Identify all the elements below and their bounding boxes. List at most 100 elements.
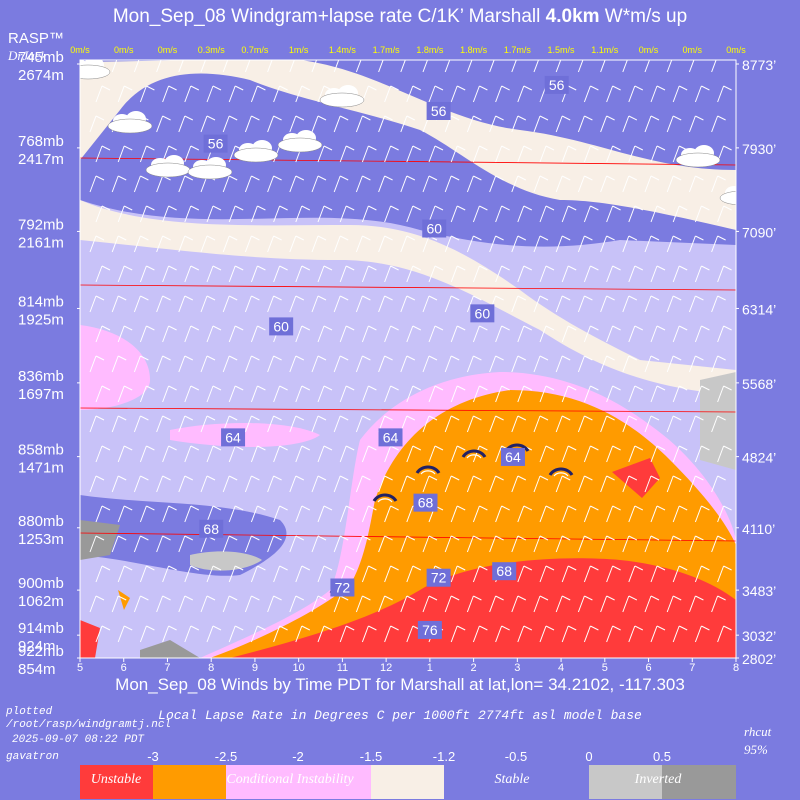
wind-barb (600, 595, 615, 613)
wind-barb (466, 295, 482, 313)
altitude-m-label: 2161m (18, 234, 64, 251)
x-tick-label: 6 (121, 662, 127, 674)
wind-barb (378, 295, 393, 313)
wind-barb (406, 445, 422, 463)
wind-barb (339, 205, 355, 223)
wind-barb (400, 475, 416, 493)
wind-barb (361, 445, 377, 463)
isotherm-label: 60 (273, 318, 289, 334)
wind-barb (450, 205, 466, 223)
wind-barb (489, 595, 504, 613)
wind-barb (672, 505, 688, 523)
legend-tick: -3 (147, 749, 159, 764)
updraft-label: 0m/s (70, 45, 90, 55)
wind-barb (311, 175, 327, 193)
wind-barb (111, 235, 127, 253)
wind-barb (495, 385, 510, 403)
wind-barb (561, 145, 577, 163)
wind-barb (472, 145, 488, 163)
wind-barb (622, 475, 638, 493)
x-tick-label: 1 (427, 662, 433, 674)
right-axis: 8773’ 7930’ 7090’ 6314’ 5568’ 4824’ 4110’ 3483’… (736, 57, 776, 667)
wind-barb (650, 145, 666, 163)
legend-tick: -1.2 (433, 749, 455, 764)
wind-barb (600, 535, 615, 553)
wind-barb (422, 60, 437, 73)
updraft-label: 0m/s (158, 45, 178, 55)
wind-barb (333, 595, 349, 613)
wind-barb (250, 625, 266, 643)
wind-barb (361, 265, 377, 283)
updraft-label: 0m/s (639, 45, 659, 55)
wind-barb (228, 205, 244, 223)
wind-barb (533, 595, 549, 613)
wind-barb (650, 565, 666, 583)
wind-barb (111, 175, 127, 193)
wind-barb (533, 295, 549, 313)
wind-barb (267, 295, 282, 313)
wind-barb (628, 385, 644, 403)
wind-barb (666, 60, 682, 73)
isotherm-label-box (269, 317, 294, 336)
wind-barb (511, 295, 527, 313)
wind-barb (95, 625, 111, 643)
wind-barb (622, 355, 638, 373)
wind-barb (533, 415, 549, 433)
wind-barb (717, 565, 732, 583)
isotherm-label: 68 (203, 521, 219, 537)
wind-barb (561, 265, 577, 283)
wind-barb (228, 85, 244, 103)
wind-barb (600, 415, 615, 433)
wind-barb (444, 535, 460, 553)
updraft-label: 0m/s (683, 45, 703, 55)
thermal-marker-icon (548, 467, 574, 477)
wind-barb (666, 175, 682, 193)
wind-barb (694, 445, 710, 463)
wind-barb (577, 595, 593, 613)
wind-barb (250, 385, 266, 403)
wind-barb (222, 355, 238, 373)
wind-barb (133, 175, 149, 193)
wind-barb (156, 415, 171, 433)
wind-barb (517, 625, 533, 643)
wind-barb (650, 265, 666, 283)
wind-barb (339, 625, 355, 643)
pressure-label: 914mb (18, 620, 64, 637)
wind-barb (650, 505, 666, 523)
wind-barb (333, 115, 349, 133)
wind-barb (450, 505, 466, 523)
wind-barb (489, 535, 504, 553)
wind-barb (206, 445, 222, 463)
wind-barb (273, 625, 288, 643)
wind-barb (206, 325, 222, 343)
wind-barb (89, 175, 105, 193)
wind-barb (428, 385, 444, 403)
subtitle: Local Lapse Rate in Degrees C per 1000ft… (158, 708, 642, 723)
wind-barb (206, 265, 222, 283)
wind-barb (206, 205, 222, 223)
wind-barb (672, 265, 688, 283)
x-axis-caption: Mon_Sep_08 Winds by Time PDT for Marshal… (115, 675, 685, 694)
isotherm-label: 64 (383, 429, 399, 445)
updraft-label: 0.3m/s (198, 45, 226, 55)
wind-barb (561, 385, 577, 403)
wind-barb (511, 475, 527, 493)
updraft-label: 1.1m/s (591, 45, 619, 55)
wind-barb (450, 325, 466, 343)
wind-barb (317, 445, 333, 463)
wind-barb (472, 445, 488, 463)
wind-barb (694, 265, 710, 283)
wind-barb (533, 115, 549, 133)
wind-barb (178, 595, 194, 613)
wind-barb (517, 385, 533, 403)
wind-barb (711, 595, 726, 613)
wind-barb (378, 355, 393, 373)
wind-barb (517, 145, 533, 163)
wind-barb (555, 355, 571, 373)
wind-barb (577, 295, 593, 313)
wind-barb (600, 175, 615, 193)
wind-barb (600, 355, 615, 373)
x-tick-label: 7 (164, 662, 170, 674)
isotherm-label-box (422, 219, 447, 238)
wind-barb (289, 175, 305, 193)
